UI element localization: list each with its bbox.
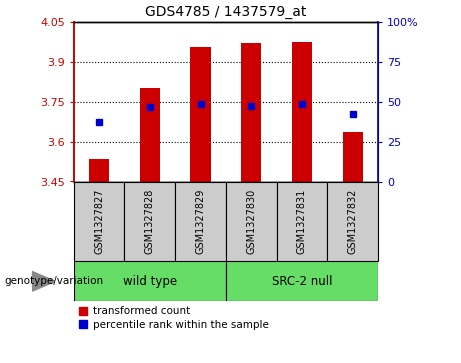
Text: wild type: wild type bbox=[123, 275, 177, 288]
Bar bbox=[190, 47, 211, 182]
Text: GSM1327829: GSM1327829 bbox=[195, 189, 206, 254]
Bar bbox=[277, 182, 327, 261]
Bar bbox=[226, 182, 277, 261]
Bar bbox=[327, 182, 378, 261]
Text: SRC-2 null: SRC-2 null bbox=[272, 275, 332, 288]
Bar bbox=[124, 182, 175, 261]
Polygon shape bbox=[32, 272, 55, 291]
Text: GSM1327827: GSM1327827 bbox=[94, 189, 104, 254]
Title: GDS4785 / 1437579_at: GDS4785 / 1437579_at bbox=[145, 5, 307, 19]
Legend: transformed count, percentile rank within the sample: transformed count, percentile rank withi… bbox=[79, 306, 268, 330]
Bar bbox=[175, 182, 226, 261]
Bar bbox=[241, 43, 261, 182]
Bar bbox=[343, 132, 363, 182]
Text: genotype/variation: genotype/variation bbox=[5, 276, 104, 286]
Text: GSM1327831: GSM1327831 bbox=[297, 189, 307, 254]
Bar bbox=[226, 261, 378, 301]
Bar bbox=[74, 261, 226, 301]
Text: GSM1327828: GSM1327828 bbox=[145, 189, 155, 254]
Bar bbox=[140, 88, 160, 182]
Text: GSM1327832: GSM1327832 bbox=[348, 189, 358, 254]
Bar bbox=[74, 182, 124, 261]
Bar bbox=[292, 42, 312, 182]
Bar bbox=[89, 159, 109, 182]
Text: GSM1327830: GSM1327830 bbox=[246, 189, 256, 254]
